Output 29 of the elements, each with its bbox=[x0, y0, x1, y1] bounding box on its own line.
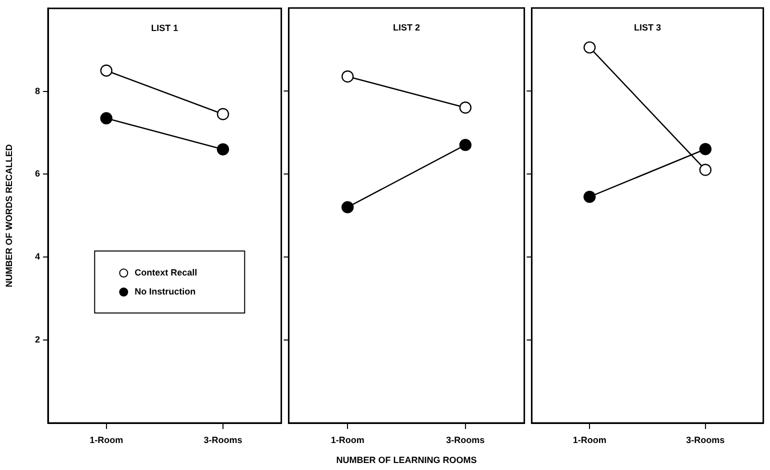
y-tick-label: 6 bbox=[34, 168, 40, 179]
point bbox=[216, 108, 230, 120]
text: LIST 2 bbox=[392, 22, 420, 32]
point bbox=[584, 41, 596, 54]
legend-label: Context Recall bbox=[134, 268, 198, 278]
x-axis-title: NUMBER OF LEARNING ROOMS bbox=[336, 455, 477, 466]
y-tick-label: 4 bbox=[34, 252, 40, 262]
text: LIST 3 bbox=[634, 22, 662, 32]
point bbox=[584, 190, 596, 203]
point bbox=[459, 138, 472, 152]
point bbox=[342, 201, 354, 214]
point bbox=[100, 64, 112, 77]
point bbox=[699, 143, 712, 156]
y-axis-title: NUMBER OF WORDS RECALLED bbox=[4, 144, 14, 288]
x-tick-label: 3-Rooms bbox=[446, 434, 485, 445]
x-tick-label: 3-Rooms bbox=[204, 434, 242, 445]
x-tick-label: 1-Room bbox=[572, 434, 606, 445]
x-tick-label: 3-Rooms bbox=[686, 434, 725, 445]
point bbox=[459, 102, 472, 114]
point bbox=[100, 112, 112, 124]
x-tick-label: 1-Room bbox=[330, 434, 364, 445]
y-tick-label: 2 bbox=[34, 334, 40, 345]
x-tick-label: 1-Room bbox=[90, 434, 124, 445]
y-tick-label: 8 bbox=[34, 86, 40, 96]
legend-label: No Instruction bbox=[134, 286, 196, 297]
point bbox=[699, 164, 712, 176]
point bbox=[216, 143, 230, 156]
point bbox=[342, 70, 354, 83]
text: LIST 1 bbox=[151, 22, 178, 33]
